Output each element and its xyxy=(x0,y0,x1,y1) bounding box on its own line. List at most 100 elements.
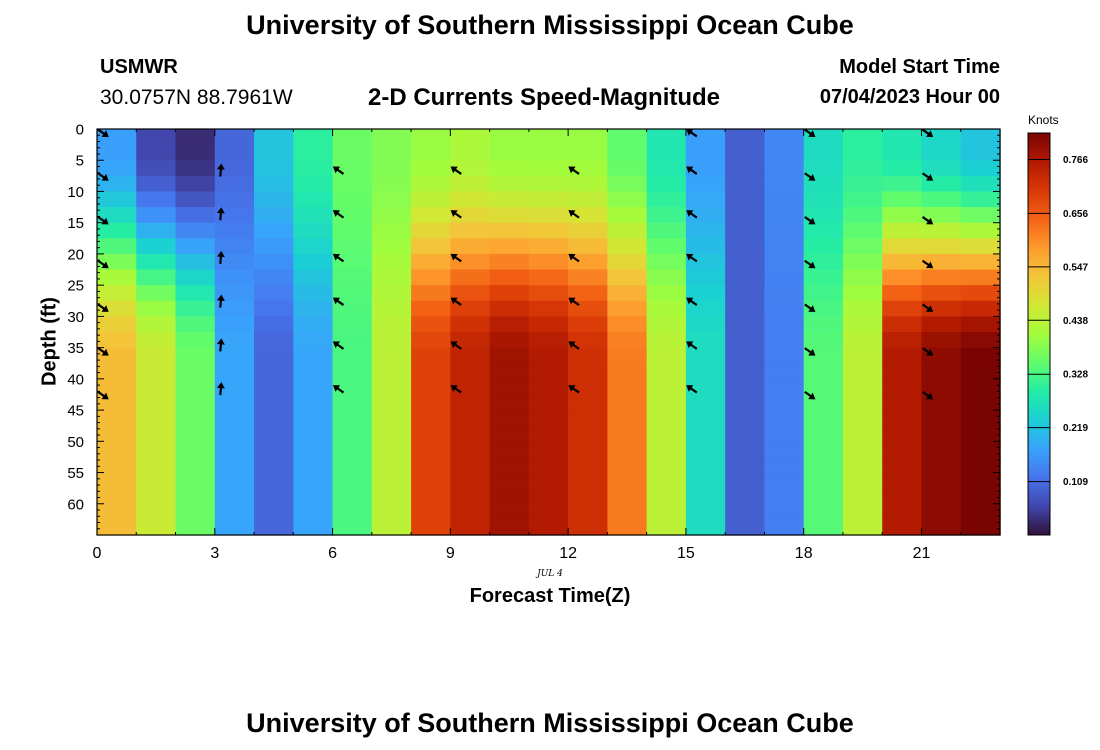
heatmap-cell xyxy=(803,160,844,177)
heatmap-cell xyxy=(97,410,137,427)
heatmap-cell xyxy=(293,129,334,146)
heatmap-cell xyxy=(528,363,569,380)
heatmap-cell xyxy=(489,253,530,271)
heatmap-cell xyxy=(960,394,1001,411)
heatmap-cell xyxy=(607,300,648,317)
heatmap-cell xyxy=(725,425,766,442)
x-tick-label: 6 xyxy=(328,545,337,562)
heatmap-cell xyxy=(842,160,883,177)
heatmap-cell xyxy=(685,316,726,333)
heatmap-cell xyxy=(568,410,608,427)
heatmap-cell xyxy=(136,191,177,208)
heatmap-cell xyxy=(685,519,726,536)
heatmap-cell xyxy=(136,488,177,505)
heatmap-cell xyxy=(803,394,844,411)
heatmap-cell xyxy=(175,285,216,302)
heatmap-cell xyxy=(882,253,923,271)
heatmap-cell xyxy=(214,378,255,396)
current-arrow xyxy=(332,385,345,394)
heatmap-cell xyxy=(607,425,648,442)
heatmap-cell xyxy=(803,378,844,396)
heatmap-cell xyxy=(528,222,569,239)
heatmap-cell xyxy=(764,238,805,255)
current-arrow xyxy=(450,341,462,350)
heatmap-cell xyxy=(568,300,608,317)
current-arrow xyxy=(97,347,109,356)
heatmap-cell xyxy=(411,129,451,146)
heatmap-cell xyxy=(214,472,255,489)
heatmap-cell xyxy=(842,503,883,520)
heatmap-cell xyxy=(646,456,687,474)
heatmap-cell xyxy=(842,316,883,333)
heatmap-cell xyxy=(842,441,883,458)
heatmap-cell xyxy=(646,238,687,255)
heatmap-cell xyxy=(685,488,726,505)
heatmap-cell xyxy=(842,519,883,536)
heatmap-cell xyxy=(489,410,530,427)
heatmap-cell xyxy=(254,519,294,536)
heatmap-cell xyxy=(489,207,530,224)
heatmap-cell xyxy=(371,503,412,520)
heatmap-cell xyxy=(764,253,805,271)
heatmap-cell xyxy=(882,129,923,146)
heatmap-cell xyxy=(175,207,216,224)
heatmap-cell xyxy=(254,363,294,380)
heatmap-cell xyxy=(450,425,491,442)
heatmap-cell xyxy=(489,425,530,442)
heatmap-cell xyxy=(293,394,334,411)
heatmap-cell xyxy=(293,519,334,536)
colorbar-tick-label: 0.547 xyxy=(1063,262,1088,273)
heatmap-cell xyxy=(882,144,923,161)
heatmap-cell xyxy=(803,456,844,474)
heatmap-cell xyxy=(725,456,766,474)
heatmap-cell xyxy=(254,332,294,349)
heatmap-cell xyxy=(921,488,962,505)
heatmap-cell xyxy=(411,144,451,161)
heatmap-cell xyxy=(685,191,726,208)
heatmap-cell xyxy=(921,207,962,224)
current-arrow xyxy=(804,303,816,312)
heatmap-cell xyxy=(960,175,1001,193)
heatmap-cell xyxy=(411,503,451,520)
heatmap-cell xyxy=(528,441,569,458)
heatmap-cell xyxy=(528,253,569,271)
heatmap-cell xyxy=(725,316,766,333)
heatmap-cell xyxy=(254,425,294,442)
heatmap-cell xyxy=(568,316,608,333)
heatmap-cell xyxy=(175,488,216,505)
current-arrow xyxy=(216,294,225,308)
heatmap-cell xyxy=(842,285,883,302)
heatmap-cell xyxy=(97,363,137,380)
station-name: USMWR xyxy=(100,56,178,78)
heatmap-cell xyxy=(607,410,648,427)
heatmap-cell xyxy=(97,503,137,520)
heatmap-cell xyxy=(450,144,491,161)
x-tick-label: 12 xyxy=(559,545,577,562)
heatmap-cell xyxy=(214,285,255,302)
heatmap-cell xyxy=(646,410,687,427)
heatmap-cell xyxy=(842,332,883,349)
heatmap-cell xyxy=(646,441,687,458)
heatmap-cell xyxy=(489,332,530,349)
current-arrow xyxy=(332,341,345,350)
heatmap-cell xyxy=(921,425,962,442)
heatmap-cell xyxy=(607,253,648,271)
heatmap-cell xyxy=(568,144,608,161)
x-tick-label: 21 xyxy=(913,545,931,562)
heatmap-cell xyxy=(685,175,726,193)
heatmap-cell xyxy=(175,269,216,286)
colorbar-tick-label: 0.109 xyxy=(1063,477,1088,488)
heatmap-cell xyxy=(764,207,805,224)
heatmap-cell xyxy=(960,144,1001,161)
heatmap-cell xyxy=(489,222,530,239)
heatmap-cell xyxy=(332,425,373,442)
heatmap-cell xyxy=(214,456,255,474)
heatmap-cell xyxy=(254,144,294,161)
heatmap-cell xyxy=(803,363,844,380)
heatmap-cell xyxy=(371,160,412,177)
heatmap-cell xyxy=(489,269,530,286)
heatmap-cell xyxy=(214,175,255,193)
heatmap-cell xyxy=(725,285,766,302)
heatmap-cell xyxy=(175,191,216,208)
heatmap-cell xyxy=(293,410,334,427)
